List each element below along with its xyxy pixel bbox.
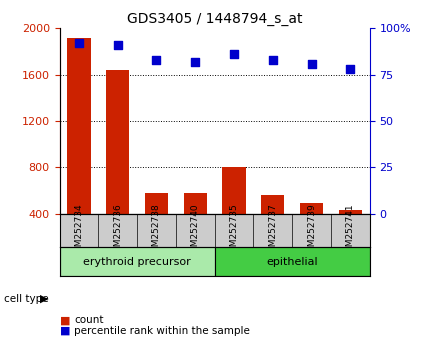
- Point: [76, 40, 82, 46]
- Text: cell type: cell type: [4, 294, 49, 304]
- Text: ▶: ▶: [40, 294, 48, 304]
- Bar: [60, 247, 215, 276]
- Bar: [184, 193, 207, 214]
- Title: GDS3405 / 1448794_s_at: GDS3405 / 1448794_s_at: [127, 12, 302, 26]
- Bar: [300, 203, 323, 214]
- Text: GSM252738: GSM252738: [152, 203, 161, 258]
- Point: [192, 59, 198, 64]
- Bar: [215, 247, 370, 276]
- Text: GSM252737: GSM252737: [268, 203, 277, 258]
- Text: GSM252741: GSM252741: [346, 203, 355, 258]
- Point: [231, 51, 238, 57]
- Point: [114, 42, 121, 48]
- Text: epithelial: epithelial: [266, 257, 318, 267]
- Bar: [261, 195, 284, 214]
- Text: ■: ■: [60, 326, 70, 336]
- Text: ■: ■: [60, 315, 70, 325]
- Text: GSM252739: GSM252739: [307, 203, 316, 258]
- Bar: [145, 193, 168, 214]
- Point: [269, 57, 276, 63]
- Text: GSM252740: GSM252740: [191, 203, 200, 258]
- Text: count: count: [74, 315, 104, 325]
- Bar: [222, 167, 246, 214]
- Bar: [106, 70, 129, 214]
- Bar: [67, 38, 91, 214]
- Text: GSM252734: GSM252734: [74, 203, 83, 258]
- Point: [153, 57, 160, 63]
- Bar: [339, 210, 362, 214]
- Text: percentile rank within the sample: percentile rank within the sample: [74, 326, 250, 336]
- Point: [347, 66, 354, 72]
- Text: erythroid precursor: erythroid precursor: [83, 257, 191, 267]
- Text: GSM252735: GSM252735: [230, 203, 238, 258]
- Text: GSM252736: GSM252736: [113, 203, 122, 258]
- Point: [308, 61, 315, 67]
